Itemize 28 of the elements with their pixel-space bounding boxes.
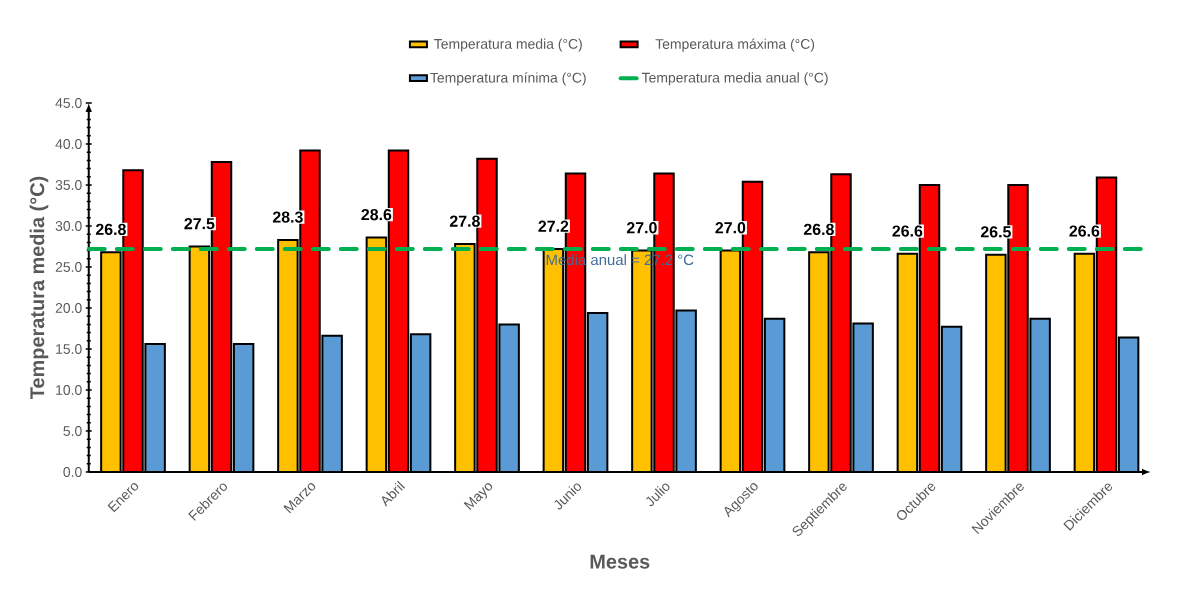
data-label: 26.8 — [95, 223, 126, 236]
legend-label: Temperatura media (°C) — [434, 38, 582, 52]
y-tick-label: 25.0 — [55, 262, 82, 272]
legend-label: Temperatura máxima (°C) — [655, 38, 815, 52]
data-label: 27.5 — [184, 218, 215, 230]
y-tick-label: 0.0 — [63, 467, 82, 477]
y-tick-label: 35.0 — [55, 180, 82, 190]
data-label: 26.6 — [1069, 225, 1100, 237]
data-label: 28.6 — [361, 208, 392, 221]
data-label: 27.0 — [626, 222, 657, 234]
data-label: 26.5 — [980, 226, 1011, 238]
data-label: 26.6 — [892, 225, 923, 237]
y-tick-label: 15.0 — [56, 344, 82, 354]
data-label: 27.2 — [538, 220, 569, 232]
y-tick-label: 10.0 — [56, 385, 82, 395]
data-label: 26.8 — [803, 223, 834, 236]
y-tick-label: 40.0 — [55, 139, 82, 149]
y-tick-label: 45.0 — [55, 98, 82, 108]
legend-label: Temperatura mínima (°C) — [430, 72, 586, 86]
data-label: 27.8 — [449, 215, 480, 227]
y-axis-title: Temperatura media (°C) — [29, 176, 49, 400]
y-tick-label: 5.0 — [63, 426, 82, 436]
y-tick-label: 30.0 — [55, 221, 82, 231]
x-axis-title: Meses — [590, 554, 650, 569]
legend-label: Temperatura media anual (°C) — [641, 72, 828, 86]
data-label: 28.3 — [272, 211, 303, 223]
y-tick-label: 20.0 — [55, 303, 82, 313]
data-label: 27.0 — [715, 222, 746, 234]
